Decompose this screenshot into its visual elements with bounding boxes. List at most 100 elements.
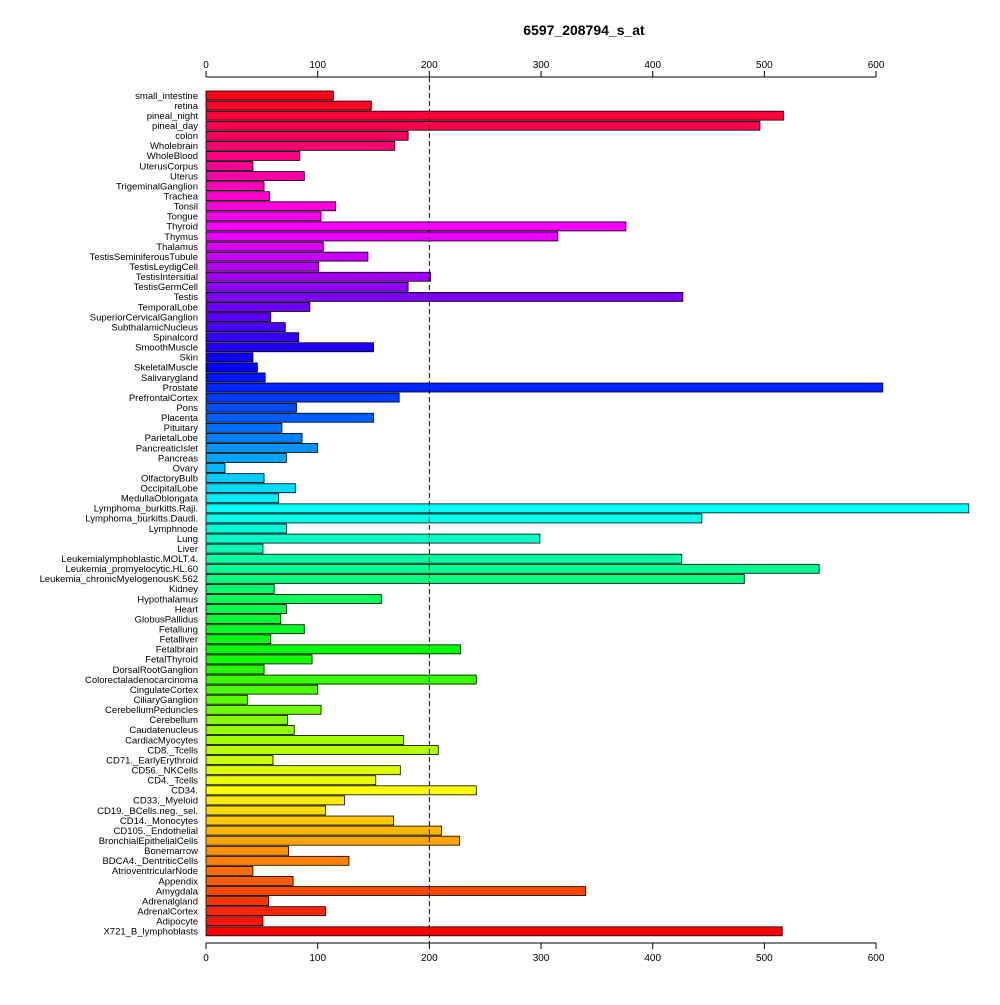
bar bbox=[205, 725, 295, 735]
category-label: Fetalbrain bbox=[156, 645, 198, 656]
category-label: CD56._NKCells bbox=[131, 765, 198, 776]
category-label: Heart bbox=[175, 604, 199, 615]
top-axis: 0 100 200 300 400 500 600 bbox=[203, 60, 885, 78]
bar bbox=[205, 271, 431, 282]
category-label: Bonemarrow bbox=[144, 846, 198, 857]
top-axis-tick-label: 0 bbox=[203, 60, 209, 71]
bar bbox=[205, 896, 269, 906]
bottom-axis: 0 100 200 300 400 500 600 bbox=[203, 942, 885, 964]
bar bbox=[205, 90, 334, 101]
bar bbox=[205, 745, 439, 755]
bar bbox=[205, 151, 301, 161]
bar bbox=[205, 110, 784, 121]
category-label: SmoothMuscle bbox=[135, 343, 198, 354]
category-label: SkeletalMuscle bbox=[134, 363, 198, 374]
category-label: TemporalLobe bbox=[138, 302, 198, 313]
bar bbox=[205, 302, 311, 312]
category-labels-group: small_intestineretinapineal_nightpineal_… bbox=[40, 91, 199, 938]
bar bbox=[205, 251, 369, 262]
top-axis-tick-label: 300 bbox=[533, 60, 550, 71]
bar bbox=[205, 876, 294, 886]
category-label: CD14._Monocytes bbox=[120, 816, 198, 827]
bars-group bbox=[205, 90, 970, 937]
category-label: Appendix bbox=[158, 876, 198, 887]
bar bbox=[205, 382, 884, 393]
bar bbox=[205, 604, 287, 614]
category-label: TestisSeminiferousTubule bbox=[90, 252, 198, 263]
bar bbox=[205, 332, 300, 343]
bar bbox=[205, 644, 462, 655]
bar bbox=[205, 211, 322, 222]
bar bbox=[205, 161, 254, 171]
category-label: Thalamus bbox=[156, 242, 198, 253]
top-axis-tick-label: 200 bbox=[421, 60, 438, 71]
bar bbox=[205, 906, 326, 917]
bar bbox=[205, 865, 254, 876]
category-label: Pancreas bbox=[158, 453, 198, 464]
bar bbox=[205, 342, 374, 353]
top-axis-tick-label: 500 bbox=[756, 60, 773, 71]
bar bbox=[205, 704, 322, 715]
category-label: CD105._Endothelial bbox=[113, 826, 198, 837]
bar bbox=[205, 634, 272, 645]
bar bbox=[205, 100, 372, 111]
bar bbox=[205, 261, 320, 272]
bar bbox=[205, 624, 305, 635]
category-label: Tonsil bbox=[174, 202, 198, 213]
top-axis-tick-label: 600 bbox=[868, 60, 885, 71]
category-label: Uterus bbox=[170, 171, 198, 182]
category-label: SuperiorCervicalGanglion bbox=[90, 312, 198, 323]
bar bbox=[205, 805, 326, 816]
category-label: PrefrontalCortex bbox=[129, 393, 198, 404]
bar bbox=[205, 140, 396, 151]
bar bbox=[205, 130, 409, 141]
category-label: MedullaOblongata bbox=[121, 494, 199, 505]
bar bbox=[205, 422, 283, 433]
bar bbox=[205, 191, 271, 202]
bar bbox=[205, 412, 374, 423]
category-label: CiliaryGanglion bbox=[134, 695, 198, 706]
bar bbox=[205, 684, 319, 695]
category-label: CerebellumPeduncles bbox=[105, 705, 198, 716]
bar bbox=[205, 926, 783, 937]
bar bbox=[205, 443, 319, 453]
category-label: OccipitalLobe bbox=[140, 484, 198, 495]
category-label: Thymus bbox=[164, 232, 198, 243]
category-label: BronchialEpithelialCells bbox=[99, 836, 199, 847]
category-label: BDCA4._DentriticCells bbox=[102, 856, 198, 867]
bar bbox=[205, 372, 266, 383]
category-label: Pituitary bbox=[164, 423, 199, 434]
bar bbox=[205, 553, 683, 564]
category-label: Lymphnode bbox=[149, 524, 198, 535]
category-label: X721_B_lymphoblasts bbox=[103, 927, 198, 938]
category-label: Ovary bbox=[173, 463, 199, 474]
category-label: TestisGermCell bbox=[134, 282, 198, 293]
category-label: Skin bbox=[180, 353, 198, 364]
category-label: Pons bbox=[176, 403, 198, 414]
category-label: Amygdala bbox=[156, 886, 199, 897]
bar bbox=[205, 845, 290, 856]
bar bbox=[205, 815, 395, 826]
bar bbox=[205, 493, 279, 504]
category-label: Spinalcord bbox=[153, 332, 198, 343]
bar bbox=[205, 503, 970, 514]
bar bbox=[205, 765, 401, 776]
bar bbox=[205, 322, 286, 333]
bottom-axis-tick-label: 100 bbox=[309, 953, 326, 964]
bar bbox=[205, 775, 377, 786]
category-label: Thyroid bbox=[166, 222, 198, 233]
category-label: GlobusPallidus bbox=[135, 614, 199, 625]
category-label: CD4._Tcells bbox=[147, 776, 198, 787]
bar bbox=[205, 563, 820, 574]
category-label: TrigeminalGanglion bbox=[116, 181, 198, 192]
top-axis-tick-label: 400 bbox=[644, 60, 661, 71]
category-label: WholeBlood bbox=[147, 151, 198, 162]
top-axis-tick-label: 100 bbox=[309, 60, 326, 71]
bar bbox=[205, 523, 287, 534]
category-label: PancreaticIslet bbox=[136, 443, 199, 454]
category-label: CD33._Myeloid bbox=[133, 796, 198, 807]
bar bbox=[205, 654, 313, 665]
category-label: Salivarygland bbox=[141, 373, 198, 384]
category-label: Hypothalamus bbox=[137, 594, 198, 605]
bottom-axis-tick-label: 0 bbox=[203, 953, 209, 964]
